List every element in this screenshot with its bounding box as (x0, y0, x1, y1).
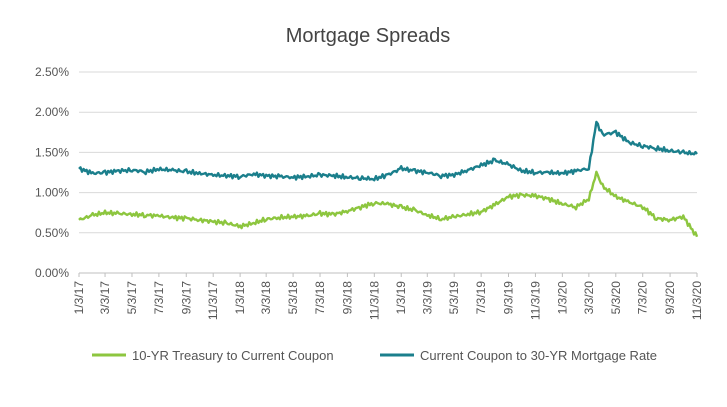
x-tick-label: 9/3/20 (663, 281, 677, 315)
x-tick-label: 9/3/19 (502, 281, 516, 315)
x-tick-label: 11/3/18 (367, 281, 381, 320)
series-line-2 (78, 120, 698, 182)
x-tick-label: 9/3/17 (179, 281, 193, 315)
x-tick-label: 5/3/20 (609, 281, 623, 315)
x-tick-label: 7/3/20 (636, 281, 650, 315)
y-tick-label: 1.00% (35, 186, 69, 200)
x-tick-label: 3/3/18 (259, 281, 273, 315)
legend-label-1: 10-YR Treasury to Current Coupon (132, 348, 334, 363)
y-tick-label: 2.50% (35, 65, 69, 79)
x-tick-label: 1/3/18 (233, 281, 247, 315)
x-tick-label: 3/3/20 (582, 281, 596, 315)
x-tick-label: 5/3/17 (125, 281, 139, 315)
x-tick-label: 7/3/18 (313, 281, 327, 315)
x-tick-label: 1/3/17 (72, 281, 86, 315)
series-line-1 (78, 170, 699, 238)
x-tick-label: 7/3/17 (152, 281, 166, 315)
y-tick-label: 1.50% (35, 145, 69, 159)
y-tick-label: 0.00% (35, 266, 69, 280)
y-tick-label: 2.00% (35, 105, 69, 119)
x-tick-label: 5/3/19 (447, 281, 461, 315)
x-tick-label: 7/3/19 (474, 281, 488, 315)
x-tick-label: 3/3/19 (420, 281, 434, 315)
legend-label-2: Current Coupon to 30-YR Mortgage Rate (420, 348, 657, 363)
y-tick-label: 0.50% (35, 226, 69, 240)
x-tick-label: 11/3/17 (206, 281, 220, 320)
x-tick-label: 5/3/18 (286, 281, 300, 315)
x-tick-label: 1/3/19 (394, 281, 408, 315)
x-tick-label: 11/3/20 (690, 281, 704, 320)
x-tick-label: 1/3/20 (555, 281, 569, 315)
x-tick-label: 11/3/19 (528, 281, 542, 320)
x-tick-label: 3/3/17 (98, 281, 112, 315)
x-tick-label: 9/3/18 (340, 281, 354, 315)
chart-title: Mortgage Spreads (286, 25, 451, 47)
